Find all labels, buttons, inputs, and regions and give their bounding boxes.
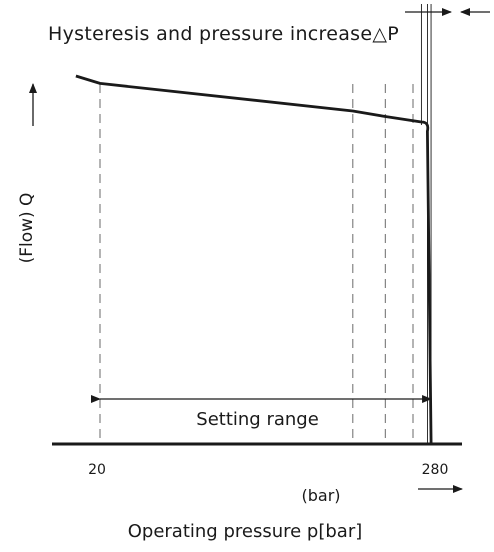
y-axis-label-group: (Flow) Q bbox=[17, 83, 37, 264]
x-tick-label-280: 280 bbox=[422, 462, 449, 478]
x-tick-label-20: 20 bbox=[88, 462, 106, 478]
x-axis-label: Operating pressure p[bar] bbox=[128, 521, 363, 542]
setting-range-group: Setting range bbox=[91, 395, 433, 430]
setting-range-label: Setting range bbox=[196, 409, 319, 430]
marker-lines bbox=[99, 84, 414, 444]
x-unit-label: (bar) bbox=[301, 486, 340, 505]
flow-curve bbox=[75, 74, 433, 445]
chart-title: Hysteresis and pressure increase△P bbox=[48, 23, 399, 45]
y-axis-label: (Flow) Q bbox=[17, 193, 37, 264]
x-tick-labels: 20 280 bbox=[88, 462, 448, 478]
x-unit-group: (bar) bbox=[301, 485, 463, 505]
